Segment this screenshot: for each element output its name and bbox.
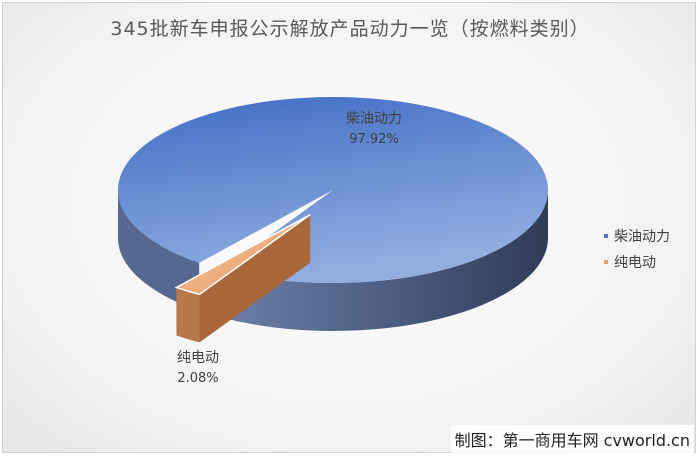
legend-label-0: 柴油动力	[614, 229, 670, 245]
credit-text: 制图：第一商用车网 cvworld.cn	[450, 425, 694, 453]
slice-electric-side	[176, 287, 200, 343]
chart-title: 345批新车申报公示解放产品动力一览（按燃料类别）	[110, 18, 590, 40]
legend-label-1: 纯电动	[614, 255, 656, 271]
legend-swatch-0	[604, 234, 608, 238]
data-label-diesel-name: 柴油动力	[346, 111, 402, 127]
slice-diesel-side-left	[118, 190, 200, 311]
legend-swatch-1	[604, 260, 608, 264]
slice-diesel	[117, 96, 549, 283]
slice-electric-inner-wall	[199, 214, 311, 343]
data-label-electric-value: 2.08%	[177, 371, 218, 386]
data-label-diesel-value: 97.92%	[349, 132, 399, 147]
data-label-electric-name: 纯电动	[177, 350, 219, 366]
slice-electric	[174, 213, 311, 296]
slice-diesel-side	[222, 190, 548, 331]
